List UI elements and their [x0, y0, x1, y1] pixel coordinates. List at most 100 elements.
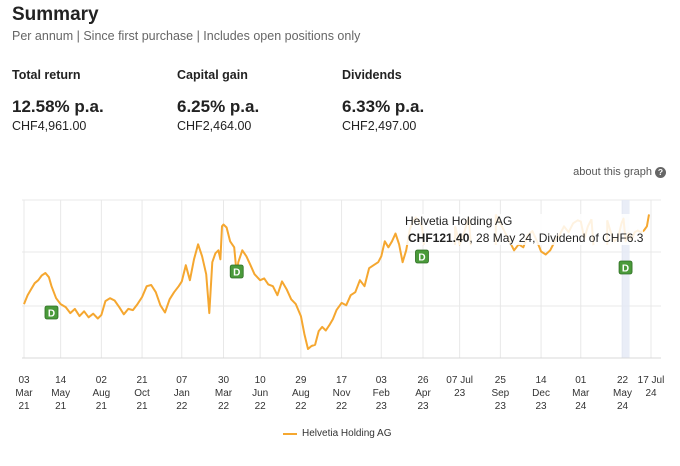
- chart-tooltip: Helvetia Holding AG CHF121.40, 28 May 24…: [405, 214, 644, 245]
- price-line-segment: [23, 216, 423, 350]
- x-tick-text: 24: [617, 401, 629, 412]
- x-tick-text: 24: [645, 388, 657, 399]
- x-tick-text: 22: [336, 401, 348, 412]
- legend-swatch: [283, 432, 297, 435]
- x-tick-text: 26: [417, 375, 429, 386]
- x-tick-text: 07: [176, 375, 188, 386]
- x-tick-label: 21 Oct 21: [134, 375, 150, 412]
- x-tick-label: 07 Jul 23: [446, 375, 473, 399]
- x-tick-text: 23: [454, 388, 466, 399]
- x-tick-label: 03 Feb 23: [373, 375, 391, 412]
- metric-value: 6.33% p.a.: [342, 97, 425, 116]
- x-tick-text: Dec: [532, 388, 550, 399]
- x-tick-text: 23: [417, 401, 429, 412]
- help-icon[interactable]: ?: [655, 166, 666, 178]
- chart-grid: [22, 199, 661, 358]
- tooltip-title: Helvetia Holding AG: [405, 214, 513, 228]
- x-tick-text: 21: [137, 375, 149, 386]
- about-graph-label[interactable]: about this graph: [573, 166, 652, 178]
- x-tick-text: 01: [575, 375, 587, 386]
- dividend-marker: D: [618, 260, 633, 275]
- x-tick-text: 02: [96, 375, 108, 386]
- dividend-marker: D: [415, 249, 429, 264]
- x-tick-text: 22: [176, 401, 188, 412]
- x-tick-text: 21: [137, 401, 149, 412]
- metric-amount: CHF2,497.00: [342, 119, 417, 133]
- x-tick-text: 03: [18, 375, 30, 386]
- x-tick-label: 10 Jun 22: [252, 375, 268, 412]
- x-tick-text: 14: [55, 375, 67, 386]
- x-tick-label: 07 Jan 22: [174, 375, 190, 412]
- x-tick-text: 22: [295, 401, 307, 412]
- dividend-marker-label: D: [418, 253, 425, 264]
- x-tick-text: Oct: [134, 388, 150, 399]
- x-tick-text: 23: [536, 401, 548, 412]
- x-tick-text: 21: [96, 401, 108, 412]
- x-tick-text: 22: [617, 375, 629, 386]
- x-tick-label: 17 Nov 22: [333, 375, 351, 412]
- x-tick-text: Aug: [92, 388, 110, 399]
- x-tick-label: 30 Mar 22: [215, 375, 233, 412]
- chart-legend[interactable]: Helvetia Holding AG: [283, 428, 392, 439]
- x-tick-text: Jan: [174, 388, 190, 399]
- x-tick-label: 02 Aug 21: [92, 375, 110, 412]
- metric-amount: CHF2,464.00: [177, 119, 252, 133]
- metric-amount: CHF4,961.00: [12, 119, 87, 133]
- dividend-marker-label: D: [233, 268, 240, 279]
- metric-label: Dividends: [342, 68, 402, 82]
- dividend-marker-box: [618, 260, 633, 275]
- metric-total-return: Total return 12.58% p.a. CHF4,961.00: [12, 68, 104, 133]
- x-tick-text: 23: [376, 401, 388, 412]
- x-tick-label: 17 Jul 24: [638, 375, 665, 399]
- dividend-marker-box: [229, 264, 244, 279]
- x-tick-label: 03 Mar 21: [15, 375, 33, 412]
- x-tick-text: 10: [255, 375, 267, 386]
- x-tick-text: 21: [18, 401, 30, 412]
- x-tick-text: 17 Jul: [638, 375, 665, 386]
- x-tick-text: May: [51, 388, 70, 399]
- x-tick-label: 29 Aug 22: [292, 375, 310, 412]
- x-tick-text: 29: [295, 375, 307, 386]
- x-tick-label: 01 Mar 24: [572, 375, 590, 412]
- dividend-marker: D: [229, 264, 244, 279]
- x-tick-text: 03: [376, 375, 388, 386]
- x-tick-text: Mar: [15, 388, 33, 399]
- page-subtitle: Per annum | Since first purchase | Inclu…: [12, 29, 361, 43]
- page-title: Summary: [12, 4, 99, 25]
- dividend-markers: D D D D: [44, 249, 633, 320]
- metric-value: 6.25% p.a.: [177, 97, 260, 116]
- x-tick-text: 30: [218, 375, 230, 386]
- x-tick-text: 24: [575, 401, 587, 412]
- x-tick-label: 14 May 21: [51, 375, 70, 412]
- metric-label: Capital gain: [177, 68, 248, 82]
- x-tick-text: 22: [255, 401, 267, 412]
- dividend-marker-label: D: [48, 309, 55, 320]
- x-tick-text: Mar: [572, 388, 590, 399]
- x-tick-text: Feb: [373, 388, 391, 399]
- x-tick-text: Nov: [333, 388, 351, 399]
- x-tick-text: 14: [536, 375, 548, 386]
- x-tick-text: 21: [55, 401, 67, 412]
- x-tick-text: Apr: [415, 388, 431, 399]
- x-tick-label: 26 Apr 23: [415, 375, 431, 412]
- tooltip-detail-line: CHF121.40, 28 May 24, Dividend of CHF6.3: [405, 231, 643, 245]
- x-tick-text: 23: [495, 401, 507, 412]
- hover-highlight-band: [621, 200, 630, 358]
- x-tick-text: 07 Jul: [446, 375, 473, 386]
- dividend-marker-box: [44, 305, 59, 320]
- metric-dividends: Dividends 6.33% p.a. CHF2,497.00: [342, 68, 424, 133]
- tooltip-price: CHF121.40: [408, 231, 470, 245]
- x-tick-text: 22: [218, 401, 230, 412]
- about-graph-link[interactable]: about this graph ?: [573, 166, 666, 178]
- legend-label[interactable]: Helvetia Holding AG: [302, 428, 392, 439]
- x-tick-text: Jun: [252, 388, 268, 399]
- x-tick-text: Mar: [215, 388, 233, 399]
- x-tick-text: Aug: [292, 388, 310, 399]
- x-tick-text: 17: [336, 375, 348, 386]
- x-tick-label: 22 May 24: [613, 375, 632, 412]
- x-tick-text: 25: [495, 375, 507, 386]
- tooltip-detail: , 28 May 24, Dividend of CHF6.3: [469, 231, 644, 245]
- dividend-marker: D: [44, 305, 59, 320]
- x-tick-label: 14 Dec 23: [532, 375, 550, 412]
- dividend-marker-box: [415, 249, 429, 264]
